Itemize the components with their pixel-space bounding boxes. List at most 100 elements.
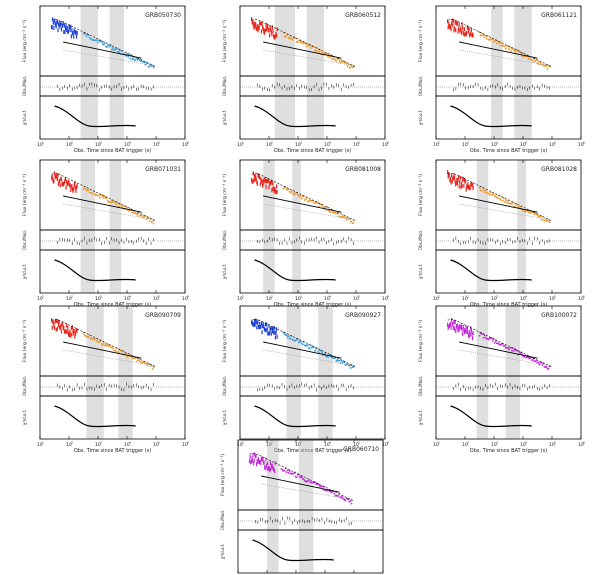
data-point-late — [516, 350, 518, 352]
data-point-late — [499, 44, 501, 47]
x-tick-exponent: 3 — [300, 295, 302, 299]
data-point-late — [311, 44, 313, 47]
data-point-late — [301, 476, 303, 478]
data-point-late — [548, 365, 551, 368]
data-point-late — [482, 189, 485, 192]
data-point-late — [515, 203, 517, 206]
data-point-late — [482, 34, 485, 36]
data-point-late — [129, 208, 131, 210]
data-point-late — [140, 214, 143, 217]
component-curve — [63, 341, 142, 359]
data-point-late — [348, 66, 351, 69]
data-point-late — [289, 472, 292, 475]
data-point-late — [511, 47, 513, 50]
data-point-late — [483, 191, 486, 194]
fit-curve — [54, 105, 136, 128]
fit-axis-label: χ²/d.o.f. — [22, 264, 27, 279]
data-point-late — [345, 219, 348, 221]
data-point-late — [532, 358, 535, 360]
data-point-late — [289, 338, 292, 340]
data-point-late — [141, 361, 144, 364]
x-tick-label: 10 — [549, 296, 555, 302]
data-point-late — [516, 49, 518, 52]
data-point-late — [298, 476, 301, 478]
shaded-interval — [118, 306, 133, 439]
data-point-late — [294, 192, 297, 194]
data-point-late — [92, 337, 95, 340]
time-axis-label: Obs. Time since BAT trigger (s) — [74, 448, 151, 454]
data-point-late — [312, 481, 314, 484]
x-tick-label: 10 — [549, 442, 555, 448]
data-point-late — [339, 216, 342, 218]
data-point-late — [492, 41, 495, 43]
shaded-interval — [476, 160, 489, 293]
data-point-late — [510, 50, 512, 52]
x-tick-exponent: 3 — [300, 441, 302, 445]
data-point-late — [136, 213, 139, 216]
data-point-late — [106, 46, 108, 48]
x-tick-exponent: 2 — [71, 141, 73, 145]
data-point-late — [314, 201, 316, 204]
data-point-late — [485, 37, 488, 40]
x-tick-label: 10 — [182, 296, 188, 302]
data-point-late — [485, 338, 488, 340]
data-point-late — [100, 343, 103, 345]
data-point-late — [545, 365, 548, 368]
x-tick-exponent: 2 — [467, 141, 469, 145]
data-point-late — [318, 51, 320, 54]
data-point-late — [532, 60, 535, 63]
data-point-late — [479, 34, 482, 37]
data-point-late — [478, 334, 481, 337]
data-point-late — [349, 66, 352, 69]
data-point-late — [331, 356, 334, 359]
x-tick-label: 10 — [37, 296, 43, 302]
data-point-late — [325, 355, 327, 357]
data-point-late — [491, 193, 494, 195]
data-point-late — [321, 485, 323, 488]
data-point-late — [519, 205, 521, 208]
data-point-late — [329, 56, 331, 59]
data-point-late — [152, 66, 155, 69]
data-point-late — [336, 212, 339, 215]
data-point-late — [284, 35, 287, 38]
data-point-late — [137, 212, 140, 215]
data-point-late — [144, 362, 147, 365]
data-point-late — [545, 65, 548, 67]
data-point-late — [303, 195, 305, 198]
component-curve — [263, 41, 342, 59]
fit-frame — [435, 395, 582, 440]
data-point-late — [337, 495, 340, 497]
data-point-late — [111, 199, 113, 202]
data-point-late — [333, 212, 336, 214]
data-point-late — [488, 38, 491, 41]
data-point-late — [316, 347, 318, 350]
data-point-late — [500, 41, 502, 44]
data-point-late — [143, 215, 146, 218]
data-point-late — [345, 62, 348, 65]
data-point-late — [528, 357, 531, 360]
data-point-late — [328, 489, 331, 492]
panel-title: GRB061121 — [541, 12, 577, 19]
data-point-late — [312, 199, 314, 202]
data-point-late — [97, 341, 100, 343]
data-point-late — [307, 44, 309, 47]
data-point-late — [100, 41, 103, 43]
data-point-late — [145, 362, 148, 365]
data-point-late — [513, 349, 515, 352]
data-point-late — [84, 32, 87, 35]
data-point-late — [490, 337, 493, 339]
data-point-late — [351, 66, 354, 69]
data-point-late — [293, 340, 296, 342]
data-point-late — [99, 339, 102, 342]
x-tick-exponent: 4 — [329, 441, 331, 445]
x-tick-exponent: 1 — [42, 141, 44, 145]
data-point-late — [288, 337, 291, 340]
component-curve — [263, 203, 357, 221]
component-curve — [261, 475, 340, 493]
lightcurve-panel: 101102103104105106GRB060710Flux (erg cm⁻… — [220, 439, 387, 575]
data-point-late — [340, 216, 343, 218]
x-tick-exponent: 2 — [71, 441, 73, 445]
x-tick-exponent: 1 — [438, 141, 440, 145]
data-point-late — [101, 344, 104, 346]
data-point-late — [309, 44, 311, 47]
